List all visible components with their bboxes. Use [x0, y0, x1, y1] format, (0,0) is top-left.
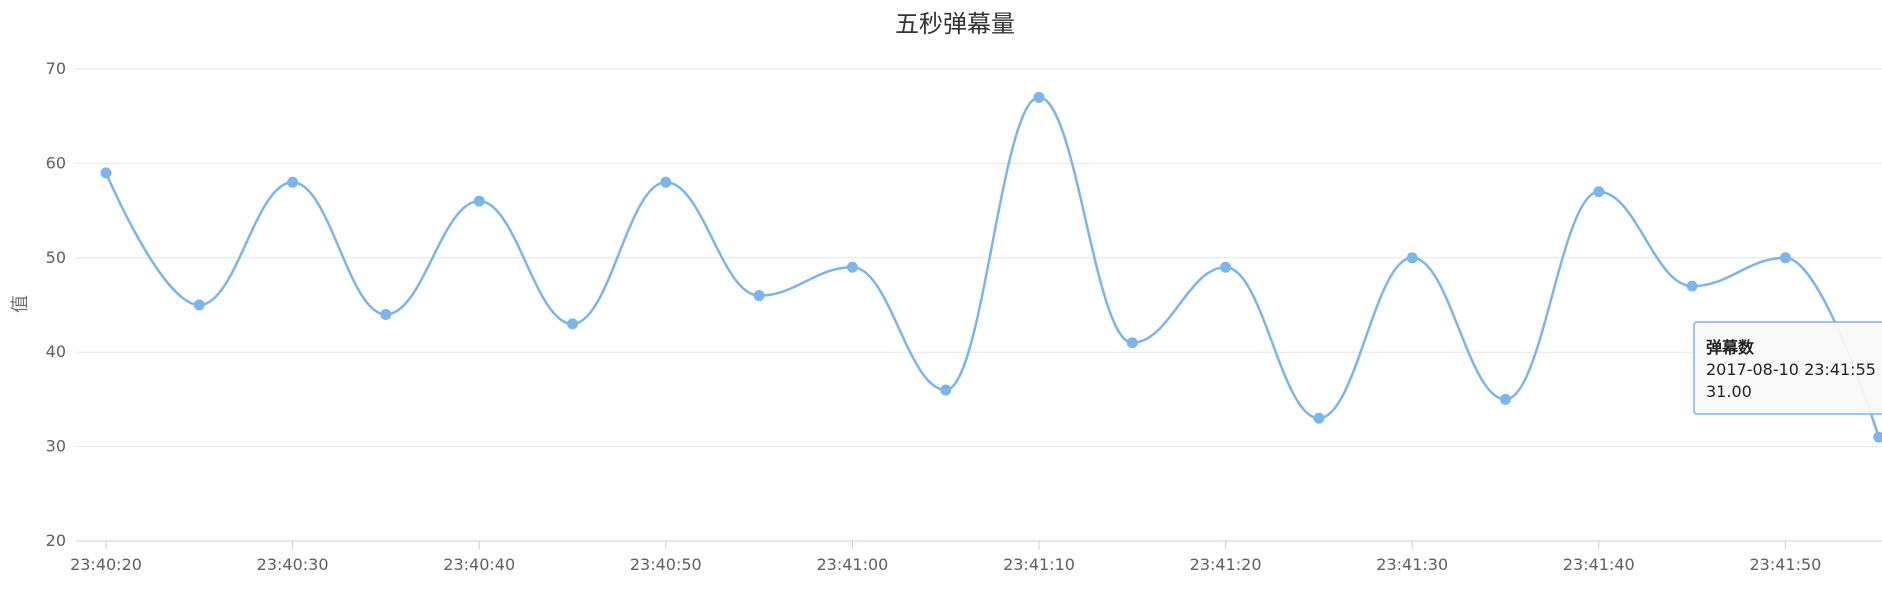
- data-point[interactable]: [1406, 252, 1418, 264]
- x-tick-label: 23:41:50: [1749, 555, 1821, 574]
- data-point[interactable]: [1313, 412, 1325, 424]
- y-axis: 20 30 40 50 60 70: [46, 59, 66, 550]
- data-point[interactable]: [100, 167, 112, 179]
- data-point[interactable]: [660, 176, 672, 188]
- data-point[interactable]: [1593, 186, 1605, 198]
- data-point[interactable]: [1873, 431, 1882, 443]
- data-point[interactable]: [287, 176, 299, 188]
- data-point[interactable]: [193, 299, 205, 311]
- y-tick-label: 70: [46, 59, 66, 78]
- x-tick-label: 23:41:10: [1003, 555, 1075, 574]
- data-point[interactable]: [1033, 91, 1045, 103]
- data-point[interactable]: [473, 195, 485, 207]
- x-tick-label: 23:40:40: [443, 555, 515, 574]
- x-axis: 23:40:20 23:40:30 23:40:40 23:40:50 23:41:00…: [70, 540, 1882, 574]
- grid-layer: [76, 68, 1882, 448]
- x-tick-label: 23:41:40: [1563, 555, 1635, 574]
- tooltip-box: [1693, 321, 1882, 415]
- series-layer: [100, 91, 1882, 443]
- y-tick-label: 20: [46, 531, 66, 550]
- y-tick-label: 40: [46, 342, 66, 361]
- data-point[interactable]: [1779, 252, 1791, 264]
- tooltip-datetime: 2017-08-10 23:41:55: [1706, 360, 1876, 379]
- tooltip-value: 31.00: [1706, 382, 1752, 401]
- x-tick-label: 23:41:20: [1190, 555, 1262, 574]
- data-point[interactable]: [1220, 261, 1232, 273]
- tooltip-series-name: 弹幕数: [1706, 338, 1755, 357]
- x-tick-label: 23:40:50: [630, 555, 702, 574]
- data-point[interactable]: [753, 290, 765, 302]
- y-tick-label: 60: [46, 153, 66, 172]
- data-point[interactable]: [1500, 393, 1511, 405]
- data-point[interactable]: [1686, 280, 1698, 292]
- y-tick-label: 30: [46, 437, 66, 456]
- data-point[interactable]: [940, 384, 952, 396]
- series-line: [104, 96, 1880, 438]
- x-tick-label: 23:41:00: [816, 555, 888, 574]
- x-tick-label: 23:40:30: [257, 555, 329, 574]
- y-axis-label: 值: [10, 295, 31, 313]
- chart-title: 五秒弹幕量: [895, 10, 1015, 38]
- data-point[interactable]: [567, 318, 578, 330]
- data-point[interactable]: [1126, 337, 1138, 349]
- y-tick-label: 50: [46, 248, 66, 267]
- tooltip: 弹幕数 2017-08-10 23:41:55 31.00: [1693, 321, 1882, 415]
- x-tick-label: 23:40:20: [70, 555, 142, 574]
- data-point[interactable]: [380, 308, 392, 320]
- x-tick-label: 23:41:30: [1376, 555, 1448, 574]
- data-point[interactable]: [846, 261, 858, 273]
